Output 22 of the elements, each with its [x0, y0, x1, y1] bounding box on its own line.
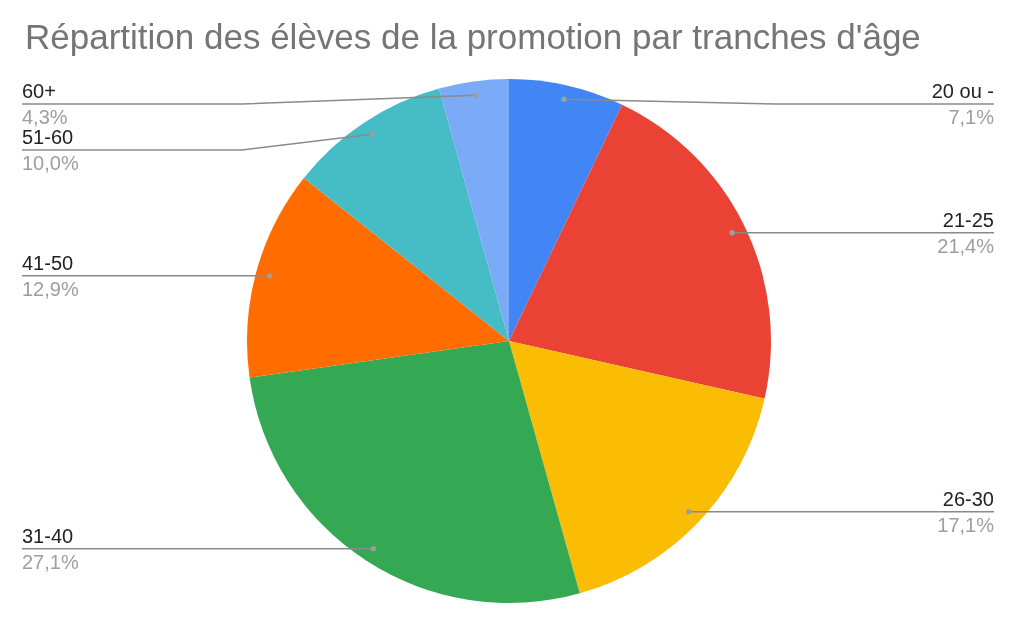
pie-slice: [303, 88, 509, 341]
chart-title: Répartition des élèves de la promotion par tranches d'âge: [25, 17, 921, 56]
pie-slice: [439, 79, 509, 341]
pie-slice: [509, 79, 623, 341]
pie-slice: [509, 104, 771, 399]
data-label: 17,1%: [937, 513, 995, 536]
pie-slice: [509, 341, 765, 594]
data-label: 4,3%: [22, 106, 68, 128]
data-label: 10,0%: [22, 152, 79, 174]
data-label: 27,1%: [22, 550, 79, 573]
slice-label: 31-40: [22, 524, 74, 547]
slice-label: 26-30: [942, 487, 994, 510]
slice-label: 41-50: [22, 251, 74, 274]
data-label: 21,4%: [937, 234, 995, 257]
data-label: 7,1%: [948, 106, 995, 128]
slice-label: 60+: [22, 80, 56, 102]
pie-slice: [249, 341, 580, 603]
slice-label: 51-60: [22, 126, 74, 148]
data-label: 12,9%: [22, 277, 79, 300]
slice-label: 20 ou -: [931, 80, 994, 102]
pie-slice: [247, 178, 509, 378]
slice-label: 21-25: [942, 208, 994, 231]
